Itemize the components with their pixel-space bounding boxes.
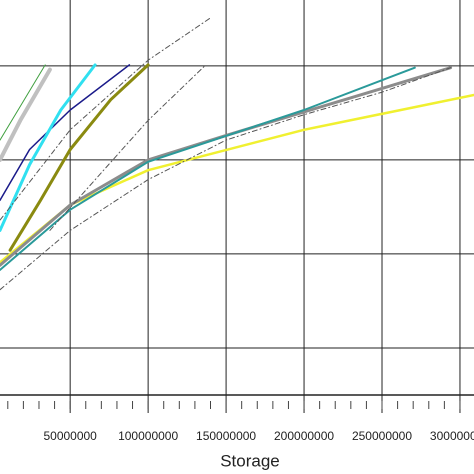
series-line	[0, 64, 46, 141]
x-tick-label: 50000000	[43, 429, 97, 443]
x-tick-label: 150000000	[196, 429, 256, 443]
series-line	[0, 67, 52, 162]
series-line	[49, 64, 207, 231]
series-line	[0, 63, 97, 232]
series-line	[8, 63, 150, 252]
plot-area	[0, 0, 474, 395]
series-line	[0, 67, 452, 291]
x-tick-label: 300000000	[430, 429, 474, 443]
ticks: 50000000 100000000 150000000 200000000 25000…	[7, 395, 474, 443]
series-line	[0, 17, 211, 221]
x-tick-label: 250000000	[352, 429, 412, 443]
x-tick-label: 200000000	[274, 429, 334, 443]
x-tick-label: 100000000	[118, 429, 178, 443]
x-axis-title: Storage	[220, 451, 280, 470]
series-line	[0, 66, 416, 271]
lines	[0, 17, 474, 291]
